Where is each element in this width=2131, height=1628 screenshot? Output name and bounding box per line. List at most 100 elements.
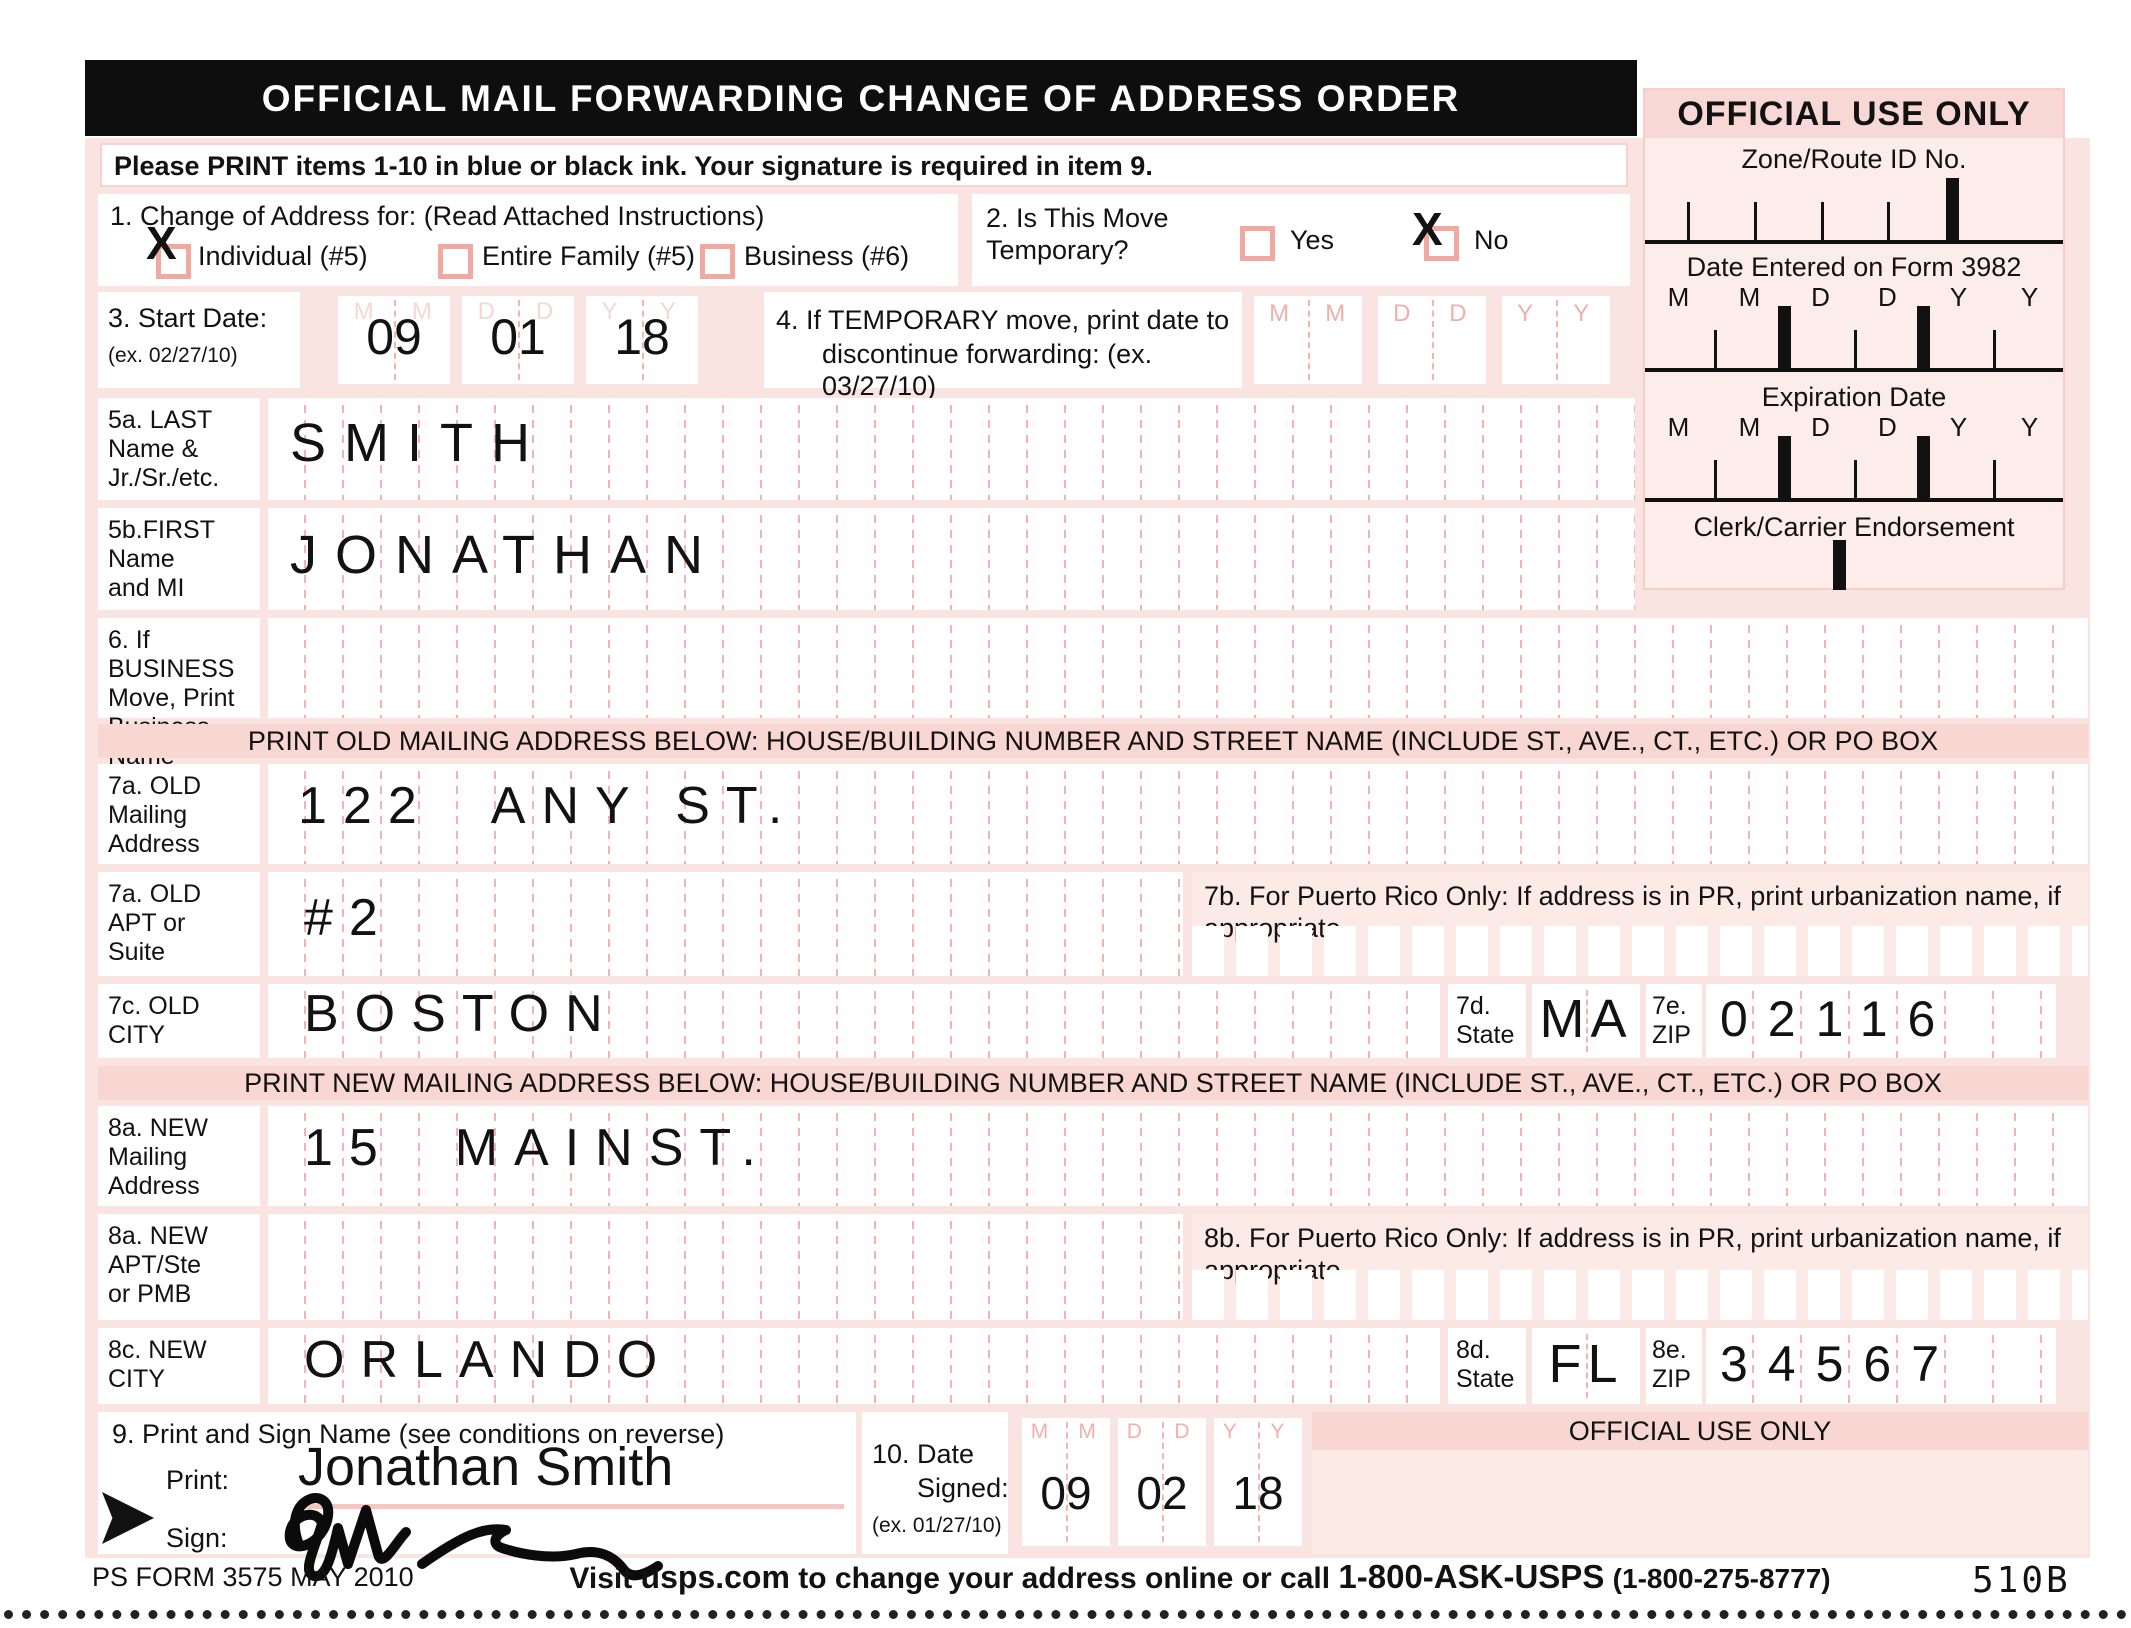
field-old-apt-suite[interactable]: #2 <box>268 872 1183 976</box>
letter-y: Y <box>601 298 618 325</box>
letter-m: M <box>411 298 432 325</box>
item6-labelbox: 6. If BUSINESS Move, Print Business Name <box>98 618 260 770</box>
letter-m: M <box>1738 282 1761 312</box>
old-urbanization-field[interactable] <box>1192 926 2088 976</box>
date-signed-dd-field[interactable]: D D 02 <box>1118 1418 1206 1546</box>
date-entered-comb-field[interactable] <box>1645 306 2063 372</box>
letter-m: M <box>353 298 374 325</box>
new-urbanization-field[interactable] <box>1192 1270 2088 1320</box>
field-business-name[interactable] <box>268 618 2088 718</box>
individual-label: Individual (#5) <box>198 241 368 271</box>
field-old-zip[interactable]: 02116 <box>1706 984 2056 1058</box>
start-date-mm-value: 09 <box>366 309 422 365</box>
zone-route-comb-field[interactable] <box>1645 176 2063 244</box>
letter-m: M <box>1030 1420 1049 1443</box>
print-label: Print: <box>166 1465 230 1495</box>
comb-tick <box>1854 460 1857 498</box>
date-signed-mm-field[interactable]: M M 09 <box>1022 1418 1110 1546</box>
item8a-address-labelbox: 8a. NEW Mailing Address <box>98 1106 260 1206</box>
item10-label: 10. Date Signed: <box>872 1439 1009 1503</box>
letter-y: Y <box>2020 282 2039 312</box>
expiration-date-label: Expiration Date <box>1761 382 1947 412</box>
new-zip-value: 34567 <box>1720 1336 1960 1392</box>
item7a-apt-labelbox: 7a. OLD APT or Suite <box>98 872 260 976</box>
letter-d: D <box>1449 300 1467 327</box>
date-entered-letters: M M D D Y Y <box>1645 282 2063 312</box>
item7d-labelbox: 7d. State <box>1448 984 1526 1058</box>
field-old-mailing-address[interactable]: 122 ANY ST. <box>268 764 2088 864</box>
clerk-endorsement-bar <box>1833 540 1847 590</box>
letter-y: Y <box>1222 1420 1237 1443</box>
old-zip-value: 02116 <box>1720 991 1956 1047</box>
checkbox-yes[interactable] <box>1240 226 1275 261</box>
printed-name-value[interactable]: Jonathan Smith <box>298 1437 674 1497</box>
start-date-mm-field[interactable]: M M 09 <box>338 296 450 384</box>
start-date-dd-field[interactable]: D D 01 <box>462 296 574 384</box>
item8e-label: 8e. ZIP <box>1652 1336 1691 1393</box>
discontinue-date-dd-field[interactable]: D D <box>1378 296 1486 384</box>
item8a-apt-label: 8a. NEW APT/Ste or PMB <box>108 1222 209 1308</box>
date-entered-label: Date Entered on Form 3982 <box>1686 252 2022 282</box>
checkbox-no[interactable] <box>1424 226 1459 261</box>
field-new-city[interactable]: ORLANDO <box>268 1328 1440 1404</box>
letter-y: Y <box>1270 1420 1285 1443</box>
entire-family-label: Entire Family (#5) <box>482 241 696 271</box>
start-date-dd-value: 01 <box>490 309 546 365</box>
letter-d: D <box>1393 300 1411 327</box>
usps-site-link[interactable]: usps.com <box>640 1559 790 1595</box>
discontinue-date-yy-field[interactable]: Y Y <box>1502 296 1610 384</box>
date-signed-yy-field[interactable]: Y Y 18 <box>1214 1418 1302 1546</box>
comb-divider-bar <box>1917 436 1931 498</box>
item8a-address-label: 8a. NEW Mailing Address <box>108 1114 209 1200</box>
form-title: OFFICIAL MAIL FORWARDING CHANGE OF ADDRE… <box>261 78 1461 119</box>
item5a-labelbox: 5a. LAST Name & Jr./Sr./etc. <box>98 398 260 500</box>
old-state-value: MA <box>1539 989 1633 1049</box>
item7a-apt-label: 7a. OLD APT or Suite <box>108 880 202 966</box>
letter-d: D <box>535 298 554 325</box>
official-use-bottom-region: OFFICIAL USE ONLY <box>1312 1412 2088 1554</box>
item1-change-of-address-box: 1. Change of Address for: (Read Attached… <box>98 194 958 286</box>
date-signed-dd-value: 02 <box>1136 1467 1188 1519</box>
phone-number: 1-800-ASK-USPS <box>1338 1558 1605 1595</box>
field-new-zip[interactable]: 34567 <box>1706 1328 2056 1404</box>
field-new-apt-suite[interactable] <box>268 1214 1183 1320</box>
checkbox-entire-family[interactable] <box>438 244 473 279</box>
field-old-state[interactable]: MA <box>1532 984 1640 1058</box>
start-date-yy-field[interactable]: Y Y 18 <box>586 296 698 384</box>
last-name-value: SMITH <box>290 413 548 473</box>
item9-label: 9. Print and Sign Name (see conditions o… <box>112 1419 725 1449</box>
discontinue-date-mm-field[interactable]: M M <box>1254 296 1362 384</box>
item3-label: 3. Start Date: <box>108 303 268 333</box>
item7e-label: 7e. ZIP <box>1652 992 1691 1049</box>
new-city-value: ORLANDO <box>304 1331 674 1389</box>
checkbox-business[interactable] <box>700 244 735 279</box>
old-address-value: 122 ANY ST. <box>298 777 799 835</box>
letter-m: M <box>1667 412 1690 442</box>
signature-scribble[interactable] <box>262 1478 702 1608</box>
field-first-name[interactable]: JONATHAN <box>268 508 1635 610</box>
comb-tick <box>1993 330 1997 368</box>
old-city-value: BOSTON <box>304 985 619 1043</box>
letter-d: D <box>1811 412 1830 442</box>
comb-tick <box>1854 330 1857 368</box>
letter-d: D <box>1126 1420 1142 1443</box>
letter-y: Y <box>659 298 676 325</box>
sign-label: Sign: <box>166 1523 228 1553</box>
field-last-name[interactable]: SMITH <box>268 398 1635 500</box>
letter-m: M <box>1269 300 1290 327</box>
item8e-labelbox: 8e. ZIP <box>1646 1328 1702 1404</box>
field-new-mailing-address[interactable]: 15 MAINST. <box>268 1106 2088 1206</box>
checkbox-individual[interactable] <box>156 244 191 279</box>
comb-divider-bar <box>1778 306 1792 368</box>
field-new-state[interactable]: FL <box>1532 1328 1640 1404</box>
visit-suffix: to change your address online or call <box>798 1562 1331 1595</box>
item10-example: (ex. 01/27/10) <box>872 1514 1002 1537</box>
expiration-date-comb-field[interactable] <box>1645 436 2063 502</box>
date-signed-mm-value: 09 <box>1040 1467 1092 1519</box>
item3-start-date-labelbox: 3. Start Date: (ex. 02/27/10) <box>98 292 300 388</box>
field-old-city[interactable]: BOSTON <box>268 984 1440 1058</box>
comb-tick <box>1753 202 1757 240</box>
item8c-labelbox: 8c. NEW CITY <box>98 1328 260 1404</box>
comb-tick <box>1820 202 1824 240</box>
